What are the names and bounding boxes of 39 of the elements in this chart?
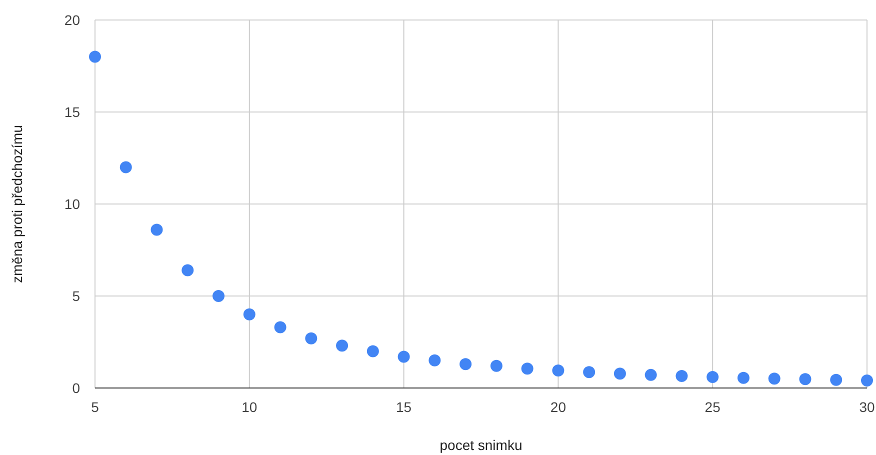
y-tick-label: 10 bbox=[64, 196, 80, 212]
point bbox=[305, 332, 318, 344]
y-tick-label: 15 bbox=[64, 104, 80, 120]
y-tick-label: 0 bbox=[72, 380, 80, 396]
point bbox=[706, 370, 719, 383]
point bbox=[521, 362, 534, 375]
point bbox=[644, 368, 657, 381]
point bbox=[737, 372, 750, 384]
point bbox=[583, 366, 596, 378]
point bbox=[830, 374, 842, 386]
x-tick-label: 10 bbox=[242, 399, 258, 415]
point bbox=[89, 50, 101, 63]
point bbox=[552, 364, 564, 377]
x-tick-label: 25 bbox=[704, 399, 721, 415]
point bbox=[274, 321, 286, 334]
x-tick-label: 5 bbox=[91, 399, 100, 415]
point bbox=[460, 358, 472, 370]
point bbox=[768, 372, 780, 385]
point bbox=[676, 370, 688, 382]
point bbox=[799, 373, 812, 386]
point bbox=[243, 308, 256, 320]
point bbox=[428, 354, 441, 366]
x-axis-title: pocet snimku bbox=[440, 437, 522, 453]
point bbox=[366, 345, 379, 358]
point bbox=[398, 350, 410, 363]
x-tick-label: 15 bbox=[396, 399, 412, 415]
point bbox=[120, 161, 132, 174]
point bbox=[182, 264, 194, 276]
point bbox=[150, 224, 163, 236]
point bbox=[336, 340, 348, 352]
y-tick-label: 20 bbox=[64, 12, 80, 28]
x-tick-label: 30 bbox=[859, 399, 875, 415]
y-axis-title: změna proti předchozímu bbox=[9, 125, 25, 283]
point bbox=[861, 374, 873, 386]
point bbox=[614, 368, 626, 380]
x-tick-label: 20 bbox=[550, 399, 566, 415]
y-tick-label: 5 bbox=[72, 288, 80, 304]
point bbox=[212, 290, 225, 302]
point bbox=[490, 360, 502, 372]
